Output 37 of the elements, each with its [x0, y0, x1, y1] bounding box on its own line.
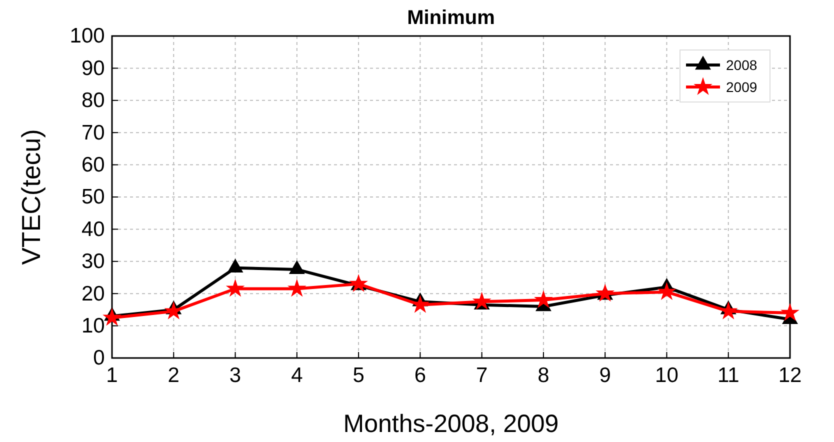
y-axis-title: VTEC(tecu): [16, 129, 46, 265]
y-tick-label: 10: [81, 314, 105, 338]
y-tick-label: 30: [81, 250, 105, 274]
point: [534, 290, 553, 308]
x-tick-label: 6: [414, 364, 426, 387]
legend-label: 2008: [726, 57, 758, 73]
x-tick-label: 1: [106, 364, 118, 387]
y-tick-label: 50: [81, 186, 105, 209]
x-tick-label: 3: [229, 364, 242, 387]
y-tick-label: 40: [81, 218, 105, 241]
y-tick-label: 80: [81, 89, 105, 112]
x-tick-label: 9: [599, 364, 611, 387]
x-axis-title: Months-2008, 2009: [343, 410, 559, 438]
x-tick-label: 7: [476, 364, 488, 387]
point: [226, 278, 245, 297]
point: [472, 292, 492, 310]
point: [102, 308, 122, 326]
x-tick-label: 4: [291, 364, 304, 387]
x-tick-label: 12: [778, 364, 802, 387]
x-tick-label: 2: [168, 364, 180, 387]
y-tick-label: 60: [81, 154, 105, 177]
x-tick-label: 8: [538, 364, 550, 387]
y-tick-label: 20: [81, 282, 105, 306]
point: [287, 278, 306, 297]
y-tick-label: 100: [70, 24, 105, 48]
point: [657, 282, 676, 300]
y-tick-label: 70: [81, 121, 105, 144]
y-tick-label: 90: [81, 56, 105, 80]
x-tick-label: 10: [655, 364, 678, 387]
chart-title: Minimum: [407, 7, 495, 29]
x-tick-label: 5: [352, 364, 364, 387]
point: [227, 258, 244, 272]
point: [780, 303, 800, 321]
y-tick-label: 0: [93, 346, 105, 370]
legend-label: 2009: [726, 79, 758, 95]
point: [288, 260, 305, 274]
x-tick-label: 11: [717, 364, 740, 387]
